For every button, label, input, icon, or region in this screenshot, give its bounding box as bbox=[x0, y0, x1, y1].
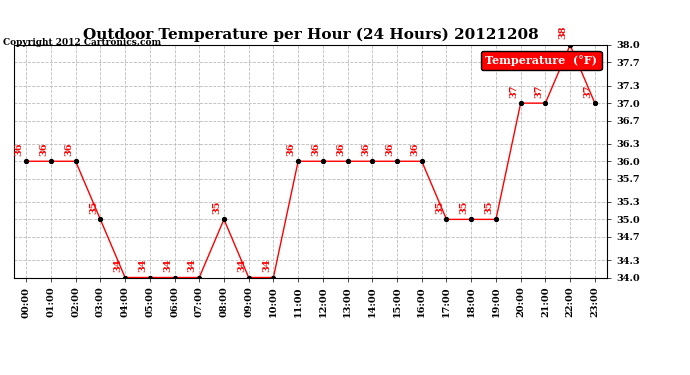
Text: 36: 36 bbox=[411, 142, 420, 156]
Text: 36: 36 bbox=[64, 142, 73, 156]
Text: 34: 34 bbox=[262, 258, 271, 272]
Text: 36: 36 bbox=[39, 142, 48, 156]
Text: 36: 36 bbox=[311, 142, 320, 156]
Text: 34: 34 bbox=[188, 258, 197, 272]
Text: 38: 38 bbox=[559, 26, 568, 39]
Text: 35: 35 bbox=[460, 200, 469, 214]
Text: 34: 34 bbox=[138, 258, 148, 272]
Text: 36: 36 bbox=[386, 142, 395, 156]
Title: Outdoor Temperature per Hour (24 Hours) 20121208: Outdoor Temperature per Hour (24 Hours) … bbox=[83, 28, 538, 42]
Text: 36: 36 bbox=[286, 142, 296, 156]
Text: 34: 34 bbox=[114, 258, 123, 272]
Text: 37: 37 bbox=[583, 84, 593, 98]
Text: 36: 36 bbox=[336, 142, 345, 156]
Text: Copyright 2012 Cartronics.com: Copyright 2012 Cartronics.com bbox=[3, 38, 161, 47]
Text: 37: 37 bbox=[509, 84, 518, 98]
Text: 35: 35 bbox=[484, 200, 493, 214]
Text: 37: 37 bbox=[534, 84, 543, 98]
Text: 34: 34 bbox=[163, 258, 172, 272]
Text: 35: 35 bbox=[89, 200, 98, 214]
Legend: Temperature  (°F): Temperature (°F) bbox=[481, 51, 602, 70]
Text: 36: 36 bbox=[361, 142, 370, 156]
Text: 35: 35 bbox=[435, 200, 444, 214]
Text: 34: 34 bbox=[237, 258, 246, 272]
Text: 36: 36 bbox=[14, 142, 23, 156]
Text: 35: 35 bbox=[213, 200, 221, 214]
